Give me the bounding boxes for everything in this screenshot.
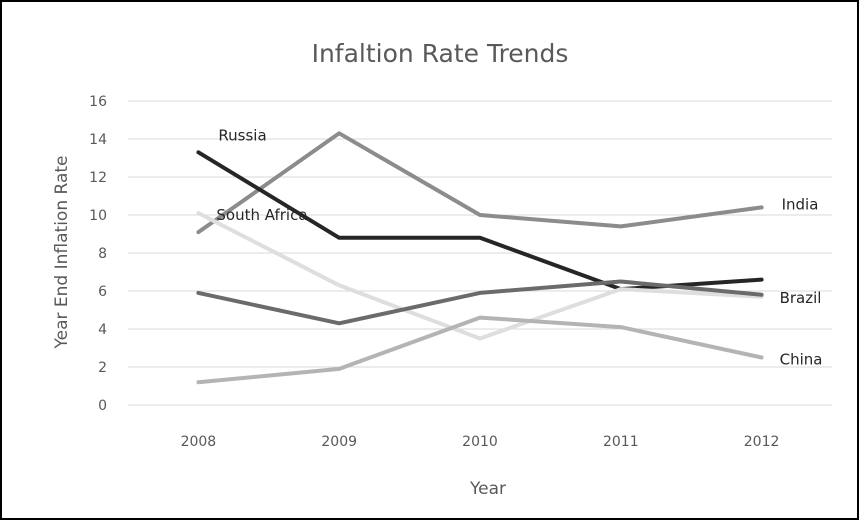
series-label-brazil: Brazil [780,289,822,307]
y-tick-label: 14 [89,132,107,148]
chart-title: Infaltion Rate Trends [312,39,569,68]
series-line-china [196,315,764,385]
series-line-brazil [196,279,764,326]
series-labels: India Russia South Africa Brazil China [216,126,822,368]
x-tick-label: 2012 [744,434,780,450]
series-label-india: India [782,195,819,213]
series-line-south-africa [196,211,764,341]
y-tick-label: 4 [98,322,107,338]
y-tick-label: 2 [98,360,107,376]
x-tick-label: 2008 [181,434,217,450]
x-tick-label: 2010 [462,434,498,450]
y-tick-label: 8 [98,246,107,262]
x-tick-label: 2009 [321,434,357,450]
y-axis-title: Year End Inflation Rate [52,156,72,350]
x-tick-labels: 2008 2009 2010 2011 2012 [181,434,780,450]
x-axis-title: Year [469,479,506,499]
series-label-china: China [780,351,823,369]
y-tick-label: 0 [98,398,107,414]
x-tick-label: 2011 [603,434,639,450]
series-lines [196,131,764,385]
y-tick-label: 12 [89,170,107,186]
series-label-russia: Russia [218,126,266,144]
series-line-india [196,131,764,235]
series-label-south-africa: South Africa [216,206,307,224]
y-tick-label: 16 [89,94,107,110]
y-tick-label: 10 [89,208,107,224]
y-tick-labels: 0 2 4 6 8 10 12 14 16 [89,94,107,414]
y-tick-label: 6 [98,284,107,300]
